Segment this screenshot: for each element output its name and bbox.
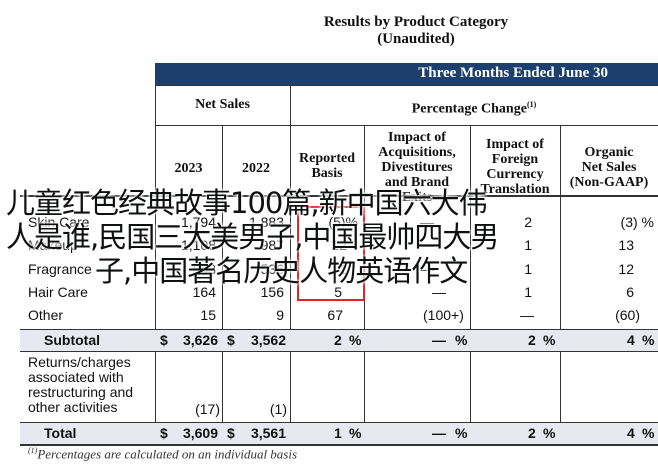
total-2023: 3,609 [182, 425, 218, 441]
total-currency: $ [227, 425, 235, 441]
percent-sign: % [543, 425, 556, 441]
cell-2022: 156 [260, 284, 284, 300]
cell-2023: 543 [192, 261, 216, 277]
percent-sign: % [642, 332, 655, 348]
cell-reported: 12 [331, 237, 347, 253]
cell-acq: — [432, 284, 446, 300]
total-top-line [20, 422, 658, 423]
percent-sign: % [543, 332, 556, 348]
cell-fx: 1 [524, 237, 532, 253]
cell-2022: 536 [260, 261, 284, 277]
header-top-line [155, 85, 658, 86]
percent-sign: % [455, 425, 468, 441]
percentage-change-header: Percentage Change(1) [411, 100, 537, 117]
acquisitions-header: Impact of Acquisitions, Divestitures and Br… [378, 130, 456, 205]
returns-2022: (1) [269, 401, 287, 417]
returns-2023: (17) [195, 401, 220, 417]
reported-basis-header: Reported Basis [299, 151, 355, 181]
subtotal-2023: 3,626 [182, 332, 218, 348]
percent-sign: % [642, 425, 655, 441]
cell-acq: — [420, 237, 434, 253]
overlay-text-line: 子,中国著名历史人物英语作文 [95, 254, 468, 288]
subtotal-band [20, 329, 658, 351]
cell-reported: 1 [339, 261, 347, 277]
cell-reported: (5)% [328, 214, 358, 230]
cell-2022: 9 [276, 307, 284, 323]
subtotal-top-line [20, 329, 658, 330]
percent-sign: % [349, 332, 362, 348]
subtotal-currency: $ [227, 332, 235, 348]
foreign-currency-header: Impact of Foreign Currency Translation [480, 137, 550, 197]
overlay-text-line: 人是谁,民国三大美男子,中国最帅四大男 [6, 220, 499, 254]
total-acq: — [432, 425, 446, 441]
cell-organic: 6 [626, 284, 634, 300]
cell-fx: 1 [524, 284, 532, 300]
footnote: (1)Percentages are calculated on an indi… [28, 446, 298, 462]
col-divider [290, 85, 291, 435]
subtotal-currency: $ [160, 332, 168, 348]
cell-2022: 987 [260, 237, 284, 253]
cell-organic: 13 [618, 237, 634, 253]
cell-2023: 1,794 [180, 214, 216, 230]
cell-2023: 15 [200, 307, 216, 323]
percent-sign: % [349, 425, 362, 441]
cell-organic: (60) [615, 307, 640, 323]
subtotal-fx: 2 [528, 332, 536, 348]
subtotal-bottom-line [20, 351, 658, 352]
returns-label: Returns/charges associated with restructur… [28, 354, 134, 415]
col-divider [560, 125, 561, 435]
col-divider [470, 125, 471, 435]
cell-reported: 5 [334, 284, 342, 300]
cell-acq: — [420, 214, 434, 230]
col-divider [155, 85, 156, 435]
cell-fx: 2 [524, 214, 532, 230]
row-label: Other [28, 307, 64, 323]
organic-net-sales-header: Organic Net Sales (Non-GAAP) [569, 145, 649, 190]
cell-2022: 1,883 [248, 214, 284, 230]
subtotal-reported: 2 [334, 332, 342, 348]
cell-acq: (100+) [423, 307, 464, 323]
subtotal-2022: 3,562 [250, 332, 286, 348]
overlay-text-line: 儿童红色经典故事100篇,新中国六大伟 [6, 186, 488, 220]
cell-organic: (3) % [620, 214, 654, 230]
total-2022: 3,561 [250, 425, 286, 441]
report-subtitle: (Unaudited) [377, 31, 455, 47]
row-label: Skin Care [28, 214, 90, 230]
cell-2023: 164 [192, 284, 216, 300]
cell-organic: 12 [618, 261, 634, 277]
total-band [20, 422, 658, 444]
percent-sign: % [455, 332, 468, 348]
period-header: Three Months Ended June 30 [155, 63, 658, 85]
subtotal-organic: 4 [627, 332, 635, 348]
col-divider [222, 125, 223, 435]
total-label: Total [44, 425, 77, 441]
cell-fx: 1 [524, 261, 532, 277]
report-title: Results by Product Category [323, 14, 509, 30]
total-currency: $ [160, 425, 168, 441]
year-2022-header: 2022 [242, 161, 270, 176]
cell-fx: — [520, 307, 534, 323]
row-label: Hair Care [28, 284, 88, 300]
highlight-box [297, 206, 365, 301]
total-organic: 4 [627, 425, 635, 441]
cell-reported: 67 [327, 307, 343, 323]
subtotal-acq: — [432, 332, 446, 348]
subtotal-label: Subtotal [44, 332, 100, 348]
total-fx: 2 [528, 425, 536, 441]
net-sales-header: Net Sales [195, 97, 250, 112]
header-mid-line [155, 125, 658, 126]
row-label: Makeup [28, 237, 78, 253]
year-2023-header: 2023 [174, 161, 203, 176]
cell-acq: — [420, 261, 434, 277]
cell-2023: 1,108 [180, 237, 216, 253]
header-bottom-line [20, 195, 658, 197]
total-bottom-line [20, 444, 658, 446]
row-label: Fragrance [28, 261, 92, 277]
total-reported: 1 [334, 425, 342, 441]
